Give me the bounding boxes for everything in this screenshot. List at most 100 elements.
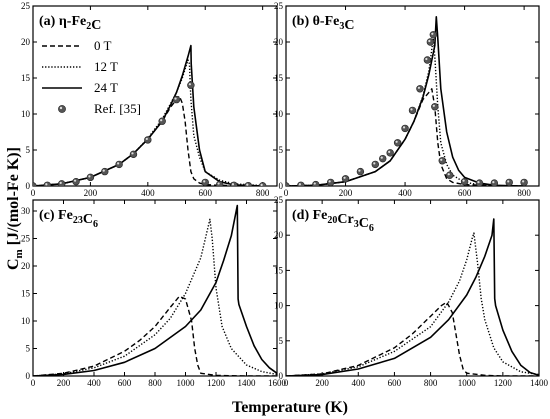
ref-marker-highlight [462,179,465,182]
x-tick-label: 1400 [530,378,549,388]
ref-marker-point [341,175,350,183]
ref-marker-point [43,181,52,186]
plot-area [33,44,267,186]
ref-marker-point [490,179,499,186]
ref-marker-point [423,56,432,64]
y-tick-label: 15 [21,289,31,299]
ref-marker-highlight [395,140,398,143]
ref-marker-highlight [160,119,163,122]
ref-marker-point [505,178,513,186]
y-tick-label: 10 [21,316,31,326]
ref-marker-point [426,38,435,46]
y-tick-label: 15 [274,265,284,275]
panel-b: 0 200 400 600 800 0 5 10 15 20 25 (b) θ-Fe3C [274,1,540,198]
y-axis-label-main: C [5,258,22,270]
x-tick-label: 600 [198,188,212,198]
ref-marker-highlight [358,169,361,172]
ref-marker-highlight [447,173,450,176]
ref-marker-highlight [410,108,413,111]
legend-label: 12 T [94,59,118,74]
ref-marker-highlight [286,184,287,186]
ref-marker-highlight [425,57,428,61]
series-line-dashed [286,301,539,376]
ref-marker-highlight [428,39,431,43]
y-tick-label: 20 [274,37,284,47]
y-tick-label: 20 [274,230,284,240]
panel-c: 0 200 400 600 800 1000 1200 1400 160005101520253… [21,199,287,388]
plot-frame [285,199,540,377]
ref-marker-point [244,181,252,186]
ref-marker-point [408,106,417,115]
ref-marker-highlight [373,162,376,165]
series-line-solid [33,204,277,376]
ref-marker-point [356,167,365,176]
x-tick-label: 200 [315,378,329,388]
y-tick-label: 5 [26,344,31,354]
ref-marker-highlight [492,181,495,184]
x-tick-label: 1000 [458,378,477,388]
y-tick-label: 0 [279,371,284,381]
ref-marker-highlight [313,182,316,185]
x-tick-label: 200 [339,188,353,198]
legend-label: 0 T [94,38,112,53]
ref-marker-point [371,160,379,169]
x-tick-label: 0 [284,188,289,198]
ref-marker-highlight [402,126,406,129]
x-tick-label: 1000 [177,378,196,388]
x-tick-label: 0 [31,188,36,198]
x-tick-label: 800 [148,378,162,388]
x-tick-label: 400 [87,378,101,388]
y-axis-label: Cm [J/(mol-Fe K)] [5,147,25,270]
legend-marker-highlight [59,106,63,110]
ref-marker-point [326,178,335,186]
panel-title: (b) θ-Fe3C [292,14,355,33]
ref-marker-highlight [102,169,105,172]
y-tick-label: 25 [21,234,31,244]
ref-marker-point [33,182,37,186]
x-tick-label: 1400 [238,378,257,388]
ref-marker-point [286,182,290,186]
y-tick-label: 30 [21,206,31,216]
ref-marker-highlight [432,104,435,107]
x-tick-label: 1600 [268,378,287,388]
ref-marker-highlight [298,183,301,186]
ref-marker-point [72,177,80,186]
panel-d: 0 200 400 600 800 1000 1200 1400 0 5 10 15 20 25 (d) F… [274,195,549,388]
plot-area [33,204,277,376]
ref-marker-point [416,85,424,93]
x-tick-label: 800 [517,188,531,198]
series-line-dotted [286,37,525,186]
plot-frame [285,5,540,187]
ref-marker-point [446,171,454,179]
ref-marker-point [460,177,469,186]
ref-marker-highlight [343,176,346,179]
y-axis-label-sub: m [13,249,25,258]
ref-marker-highlight [431,32,434,35]
ref-marker-point [297,181,305,186]
legend-label: Ref. [35] [94,101,141,116]
ref-marker-highlight [145,137,148,141]
ref-marker-point [86,173,95,182]
ref-marker-highlight [231,183,235,186]
y-tick-label: 10 [21,109,31,119]
plot-frame [32,5,278,187]
ref-marker-highlight [45,183,48,186]
panel-title: (d) Fe20Cr3C6 [292,208,374,234]
series-line-dotted [33,59,263,186]
plot-frame [32,199,278,377]
y-tick-label: 10 [274,301,284,311]
y-tick-label: 15 [21,73,31,83]
ref-marker-point [201,178,209,186]
ref-marker-point [401,124,409,133]
ref-marker-point [215,180,224,186]
y-axis-label-unit: [J/(mol-Fe K)] [5,147,22,245]
y-tick-label: 25 [274,195,284,205]
legend: 0 T 12 T 24 T Ref. [35] [42,38,141,116]
panel-title: (c) Fe23C6 [39,208,98,230]
ref-marker-highlight [203,180,206,183]
x-tick-label: 1200 [207,378,226,388]
panel-a: 0 200 400 600 800 0 5 10 15 20 25 (a) η-Fe2C [21,1,278,198]
y-tick-label: 5 [26,145,31,155]
ref-marker-point [172,95,181,104]
